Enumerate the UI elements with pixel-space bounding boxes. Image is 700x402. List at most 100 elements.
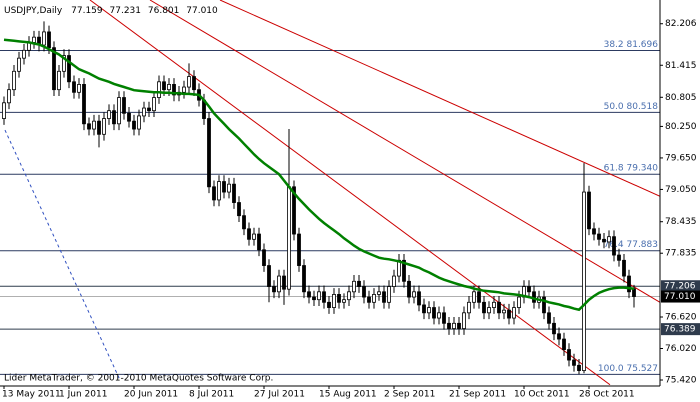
candle-body — [272, 286, 276, 293]
moving-average — [3, 38, 635, 312]
x-tick-label: 21 Sep 2011 — [449, 390, 506, 400]
chart-title: USDJPY,Daily — [4, 6, 63, 16]
candle-body — [407, 280, 411, 298]
candle-body — [2, 102, 6, 119]
candle-body — [342, 299, 346, 303]
candle-body — [432, 307, 436, 319]
candle-body — [132, 120, 136, 130]
candle-body — [117, 97, 121, 125]
candle-body — [552, 322, 556, 335]
candle-body — [217, 181, 221, 201]
candle-body — [382, 291, 386, 303]
y-tick-label: 78.435 — [665, 217, 697, 227]
x-tick-label: 15 Aug 2011 — [319, 390, 377, 400]
candle-body — [607, 236, 611, 243]
fib-label: 100.0 75.527 — [598, 364, 658, 374]
candle-body — [372, 294, 376, 303]
candle-body — [72, 81, 76, 93]
candle-body — [47, 31, 51, 49]
candle-body — [167, 84, 171, 91]
candle-body — [62, 55, 66, 72]
candle-body — [212, 186, 216, 201]
price-tag — [661, 323, 700, 336]
candle-body — [317, 291, 321, 301]
candle-body — [277, 275, 281, 293]
candle-body — [622, 259, 626, 277]
candle-body — [307, 291, 311, 298]
candle-body — [77, 84, 81, 93]
candle-body — [242, 215, 246, 230]
candle-body — [137, 115, 141, 130]
candle-body — [392, 275, 396, 287]
candle-body — [312, 296, 316, 301]
candle-body — [367, 296, 371, 303]
candle-body — [42, 31, 46, 46]
candle-body — [527, 286, 531, 293]
candle-body — [632, 288, 636, 297]
candle-body — [247, 228, 251, 240]
candle-body — [582, 191, 586, 371]
candle-body — [612, 236, 616, 256]
candle-body — [482, 301, 486, 314]
candle-body — [12, 70, 16, 91]
candle-body — [457, 322, 461, 329]
candle-body — [447, 322, 451, 329]
y-tick-label: 79.650 — [665, 153, 697, 163]
candle-body — [127, 112, 131, 122]
candle-body — [237, 202, 241, 217]
candle-body — [57, 70, 61, 91]
candle-body — [572, 359, 576, 366]
price-tag-label: 77.206 — [664, 282, 696, 292]
x-tick-label: 13 May 2011 — [2, 390, 61, 400]
x-tick-label: 28 Oct 2011 — [579, 390, 635, 400]
candle-body — [427, 307, 431, 314]
candle-body — [557, 333, 561, 340]
fib-label: 50.0 80.518 — [604, 102, 659, 112]
x-tick-label: 10 Oct 2011 — [514, 390, 570, 400]
candle-body — [387, 286, 391, 303]
candle-body — [567, 349, 571, 361]
candle-body — [337, 294, 341, 303]
candle-body — [262, 249, 266, 266]
candle-body — [587, 191, 591, 230]
candle-body — [97, 120, 101, 135]
candle-body — [502, 309, 506, 314]
x-tick-label: 8 Jul 2011 — [189, 390, 234, 400]
candle-body — [377, 291, 381, 295]
candle-body — [452, 322, 456, 329]
candle-body — [257, 233, 261, 251]
price-tag-label: 76.389 — [664, 325, 696, 335]
candle-body — [87, 123, 91, 130]
candle-body — [602, 238, 606, 243]
candle-body — [442, 312, 446, 324]
candle-body — [332, 294, 336, 308]
fib-label: 61.8 79.340 — [604, 164, 659, 174]
footer: Lider MetaTrader, © 2001-2010 MetaQuotes… — [4, 374, 273, 384]
candle-body — [472, 291, 476, 303]
candle-body — [112, 110, 116, 125]
candle-body — [347, 291, 351, 301]
candle-body — [147, 107, 151, 112]
candle-body — [252, 233, 256, 240]
candle-body — [22, 49, 26, 59]
x-tick-label: 2 Sep 2011 — [384, 390, 435, 400]
candle-body — [102, 118, 106, 135]
candle-body — [417, 291, 421, 306]
chart-header: USDJPY,Daily 77.159 77.231 76.801 77.010 — [4, 6, 218, 16]
ohlc-label: 77.159 — [71, 6, 103, 16]
fib-label: 38.2 81.696 — [604, 40, 659, 50]
candle-body — [562, 338, 566, 350]
y-tick-label: 76.020 — [665, 344, 697, 354]
candle-body — [327, 301, 331, 308]
candle-body — [627, 275, 631, 293]
candle-body — [182, 86, 186, 93]
candle-body — [17, 57, 21, 72]
x-tick-label: 20 Jun 2011 — [124, 390, 178, 400]
candle-body — [157, 81, 161, 98]
candle-body — [497, 301, 501, 314]
y-tick-label: 79.050 — [665, 185, 697, 195]
candle-body — [32, 36, 36, 43]
ohlc-label: 77.010 — [186, 6, 218, 16]
